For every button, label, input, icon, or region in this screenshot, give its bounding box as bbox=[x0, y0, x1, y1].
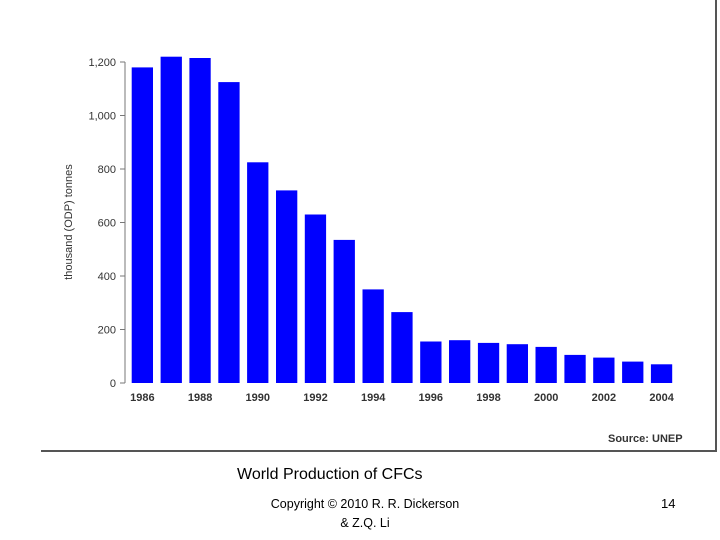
bar-1990 bbox=[247, 162, 269, 383]
bar-1998 bbox=[477, 342, 500, 383]
bar-1988 bbox=[189, 58, 211, 383]
x-tick-label: 1990 bbox=[246, 392, 270, 404]
y-axis-label: thousand (ODP) tonnes bbox=[63, 164, 75, 280]
x-tick-label: 1996 bbox=[419, 392, 443, 404]
x-tick-label: 2002 bbox=[592, 392, 616, 404]
y-tick-label: 200 bbox=[98, 325, 116, 337]
y-tick-label: 800 bbox=[98, 164, 116, 176]
y-tick-label: 400 bbox=[98, 271, 116, 283]
bar-1991 bbox=[276, 190, 298, 383]
x-tick-label: 1986 bbox=[130, 392, 154, 404]
x-tick-label: 1988 bbox=[188, 392, 212, 404]
bar-1994 bbox=[362, 289, 384, 383]
copyright-text: Copyright © 2010 R. R. Dickerson & Z.Q. … bbox=[270, 497, 460, 530]
x-tick-label: 1998 bbox=[476, 392, 500, 404]
bar-1995 bbox=[391, 312, 413, 383]
bar-1997 bbox=[449, 340, 471, 383]
source-label: Source: UNEP bbox=[608, 433, 683, 445]
y-tick-label: 1,200 bbox=[88, 57, 116, 69]
x-tick-label: 1994 bbox=[361, 392, 386, 404]
x-tick-label: 2004 bbox=[649, 392, 674, 404]
bar-2004 bbox=[650, 364, 673, 383]
bar-2002 bbox=[593, 357, 615, 383]
bar-1987 bbox=[160, 56, 182, 383]
bar-2003 bbox=[622, 361, 644, 383]
bar-1992 bbox=[304, 214, 327, 383]
bar-1986 bbox=[131, 67, 153, 384]
bar-1989 bbox=[218, 82, 240, 383]
x-tick-label: 2000 bbox=[534, 392, 558, 404]
x-axis-ticks: 1986 1988 1990 1992 1994 1996 1998 2000 2002 2004 bbox=[130, 392, 675, 404]
x-tick-label: 1992 bbox=[303, 392, 327, 404]
y-tick-label: 600 bbox=[98, 218, 116, 230]
bar-1999 bbox=[506, 344, 528, 383]
cfc-bar-chart: 0 200 400 600 800 1,000 1,200 1986 1988 1990 1992… bbox=[63, 56, 683, 445]
y-tick-label: 0 bbox=[110, 378, 116, 390]
bar-2000 bbox=[535, 346, 557, 383]
bar-1996 bbox=[420, 341, 442, 383]
slide-number: 14 bbox=[661, 496, 676, 511]
bar-1993 bbox=[333, 239, 355, 383]
y-tick-label: 1,000 bbox=[88, 111, 116, 123]
bar-2001 bbox=[564, 354, 586, 383]
slide-caption: World Production of CFCs bbox=[237, 466, 423, 483]
bars-group bbox=[131, 56, 673, 384]
y-axis-ticks: 0 200 400 600 800 1,000 1,200 bbox=[88, 57, 125, 390]
